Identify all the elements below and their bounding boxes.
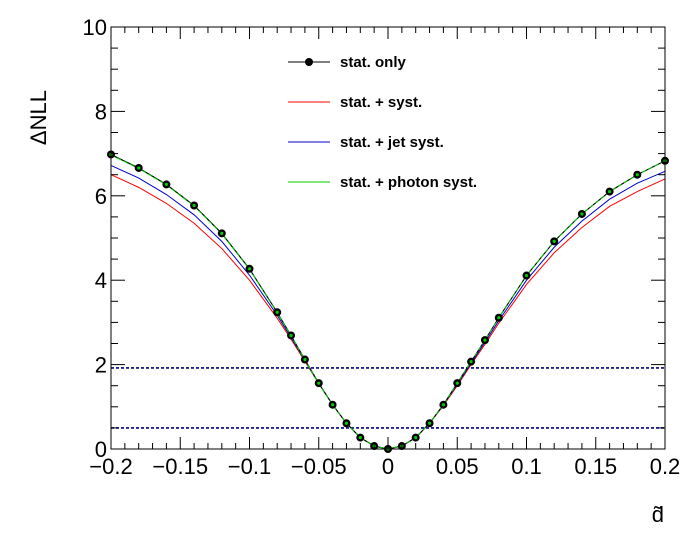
y-tick-label: 2 [95, 353, 107, 378]
data-point-core [524, 273, 529, 278]
data-point-core [552, 239, 556, 243]
y-tick-label: 8 [95, 99, 107, 124]
x-tick-label: −0.2 [89, 454, 132, 479]
x-tick-label: 0 [382, 454, 394, 479]
x-tick-label: 0.2 [650, 454, 681, 479]
x-tick-label: −0.15 [152, 454, 208, 479]
data-point-core [469, 360, 473, 364]
data-point-core [192, 203, 196, 208]
data-point-core [303, 357, 307, 362]
x-tick-label: 0.05 [436, 454, 479, 479]
legend: stat. only stat. + syst. stat. + jet syst.… [288, 54, 477, 191]
data-point-core [427, 421, 432, 425]
legend-label: stat. + syst. [340, 94, 422, 111]
legend-marker [305, 58, 313, 66]
data-point-core [289, 333, 293, 338]
data-point-core [220, 231, 224, 235]
y-tick-label: 4 [95, 268, 107, 293]
data-point-core [275, 310, 279, 314]
data-point-core [358, 436, 362, 440]
data-point-core [331, 403, 335, 407]
x-tick-label: −0.05 [291, 454, 347, 479]
data-point-core [635, 173, 639, 177]
data-point-core [137, 166, 141, 170]
x-tick-label: 0.15 [574, 454, 617, 479]
x-tick-label: 0.1 [511, 454, 542, 479]
y-tick-label: 10 [83, 15, 107, 40]
data-point-core [317, 381, 321, 385]
y-tick-label: 0 [95, 437, 107, 462]
data-point-core [164, 182, 168, 187]
data-point-core [344, 421, 349, 425]
x-tick-label: −0.1 [228, 454, 271, 479]
data-point-core [455, 381, 459, 385]
x-axis-title: d̃ [652, 502, 664, 527]
data-point-core [483, 338, 487, 342]
y-tick-label: 6 [95, 184, 107, 209]
legend-label: stat. + jet syst. [340, 134, 444, 151]
data-point-core [414, 436, 418, 440]
data-point-core [580, 212, 584, 216]
data-point-core [441, 403, 445, 407]
legend-label: stat. only [340, 54, 407, 71]
data-point-core [608, 189, 612, 194]
data-point-core [497, 316, 501, 320]
data-point-core [247, 267, 252, 271]
legend-label: stat. + photon syst. [340, 174, 477, 191]
axes: −0.2 −0.15 −0.1 −0.05 0 0.05 0.1 0.15 0.2 0 2 4 6 8 10 [83, 15, 681, 479]
y-axis-title: ΔNLL [26, 90, 51, 145]
